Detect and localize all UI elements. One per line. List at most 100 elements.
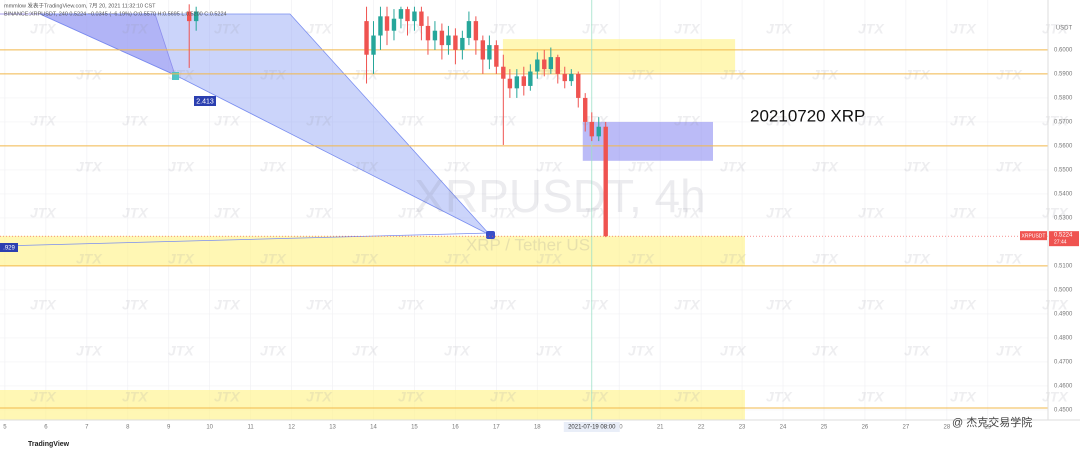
watermark-logo: JTX <box>582 113 609 129</box>
watermark-logo: JTX <box>306 21 333 37</box>
candle-body <box>460 37 465 50</box>
watermark-logo: JTX <box>260 159 287 175</box>
y-tick-label: 0.4900 <box>1054 311 1073 317</box>
x-tick-label: 16 <box>452 425 459 431</box>
watermark-logo: JTX <box>352 67 379 83</box>
candle-body <box>535 59 540 72</box>
candle-body <box>405 9 410 22</box>
watermark-logo: JTX <box>950 205 977 221</box>
watermark-logo: JTX <box>766 389 793 405</box>
candle-body <box>542 59 547 70</box>
watermark-logo: JTX <box>1042 297 1069 313</box>
candle-body <box>193 11 199 22</box>
watermark-logo: JTX <box>168 159 195 175</box>
candle-body <box>583 97 588 122</box>
watermark-logo: JTX <box>812 67 839 83</box>
watermark-logo: JTX <box>720 343 747 359</box>
watermark-logo: JTX <box>858 205 885 221</box>
watermark-logo: JTX <box>950 389 977 405</box>
watermark-logo: JTX <box>122 205 149 221</box>
zones <box>0 39 745 420</box>
candle-body <box>548 57 554 70</box>
x-tick-label: 26 <box>862 425 869 431</box>
x-tick-label: 9 <box>167 425 171 431</box>
candle-body <box>507 78 513 89</box>
watermark-logo: JTX <box>904 251 931 267</box>
watermark-logo: JTX <box>214 21 241 37</box>
x-tick-label: 29 <box>984 425 991 431</box>
watermark-logo: JTX <box>1042 205 1069 221</box>
y-tick-label: 0.4800 <box>1054 335 1073 341</box>
candle-body <box>439 30 445 46</box>
pattern-point <box>172 72 179 80</box>
x-tick-label: 23 <box>739 425 746 431</box>
header-line: mmmlow 发表于TradingView.com, 7月 20, 2021 1… <box>4 1 156 9</box>
watermark-logo: JTX <box>858 297 885 313</box>
watermark-logo: JTX <box>674 297 701 313</box>
watermark-logo: JTX <box>260 343 287 359</box>
watermark-logo: JTX <box>1042 113 1069 129</box>
candle-body <box>473 21 479 41</box>
watermark-logo: JTX <box>490 21 517 37</box>
watermark-logo: JTX <box>30 113 57 129</box>
watermark-logo: JTX <box>858 389 885 405</box>
watermark-logo: JTX <box>352 343 379 359</box>
watermark-logo: JTX <box>674 113 701 129</box>
left-label: .929 <box>3 246 15 252</box>
watermark-logo: JTX <box>214 205 241 221</box>
x-tick-label: 17 <box>493 425 500 431</box>
watermark-logo: JTX <box>444 159 471 175</box>
last-price-value-box <box>1049 231 1079 247</box>
x-tick-label: 14 <box>370 425 377 431</box>
x-tick-label: 6 <box>44 425 48 431</box>
candle-body <box>446 35 451 46</box>
annotation: 20210720 XRP <box>750 106 865 125</box>
candle-body <box>603 126 608 237</box>
watermark-logo: JTX <box>76 251 103 267</box>
left-label-box <box>0 243 18 252</box>
watermark-logo: JTX <box>30 205 57 221</box>
watermark-logo: JTX <box>904 343 931 359</box>
watermark-logo: JTX <box>582 21 609 37</box>
x-tick-label: 12 <box>288 425 295 431</box>
watermark-logo: JTX <box>214 113 241 129</box>
candle-body <box>466 21 472 38</box>
last-price-value: 0.5224 <box>1054 233 1073 239</box>
candle-body <box>501 66 506 79</box>
last-price-symbol: XRPUSDT <box>1022 233 1046 239</box>
candles <box>187 4 608 238</box>
watermark-logo: JTX <box>76 343 103 359</box>
watermark-logo: JTX <box>30 389 57 405</box>
y-tick-label: 0.4700 <box>1054 359 1073 365</box>
y-tick-label: 0.4600 <box>1054 383 1073 389</box>
watermark-logo: JTX <box>398 297 425 313</box>
watermark-logo: JTX <box>996 159 1023 175</box>
watermark-logo: JTX <box>490 297 517 313</box>
watermark-logo: JTX <box>214 389 241 405</box>
watermark-logo: JTX <box>996 67 1023 83</box>
watermark-logo: JTX <box>812 251 839 267</box>
candle-body <box>384 16 390 31</box>
watermark-logo: JTX <box>30 297 57 313</box>
watermark-logo: JTX <box>444 343 471 359</box>
x-tick-label: 28 <box>944 425 951 431</box>
watermark-logo: JTX <box>168 67 195 83</box>
watermark-logo: JTX <box>950 113 977 129</box>
y-tick-label: 0.5300 <box>1054 215 1073 221</box>
candle-body <box>494 45 499 67</box>
axes: 0.6000 0.5900 0.5800 0.5700 0.5600 0.5500 0.54… <box>3 47 1079 432</box>
watermark-logo: JTX <box>214 297 241 313</box>
watermark-logo: JTX <box>168 343 195 359</box>
candle-body <box>480 40 486 60</box>
candle-body <box>371 35 376 55</box>
last-price-box <box>1020 231 1047 241</box>
x-tick-label: 27 <box>903 425 910 431</box>
crosshair-label: 2021-07-19 08:00 <box>568 425 616 431</box>
x-tick-label: 25 <box>821 425 828 431</box>
y-tick-label: 0.6000 <box>1054 47 1073 53</box>
x-tick-label: 24 <box>780 425 787 431</box>
watermark-logo: JTX <box>260 67 287 83</box>
watermark-logo: JTX <box>352 251 379 267</box>
watermark-logo: JTX <box>122 113 149 129</box>
watermark-symbol: XRPUSDT, 4h <box>414 170 705 222</box>
